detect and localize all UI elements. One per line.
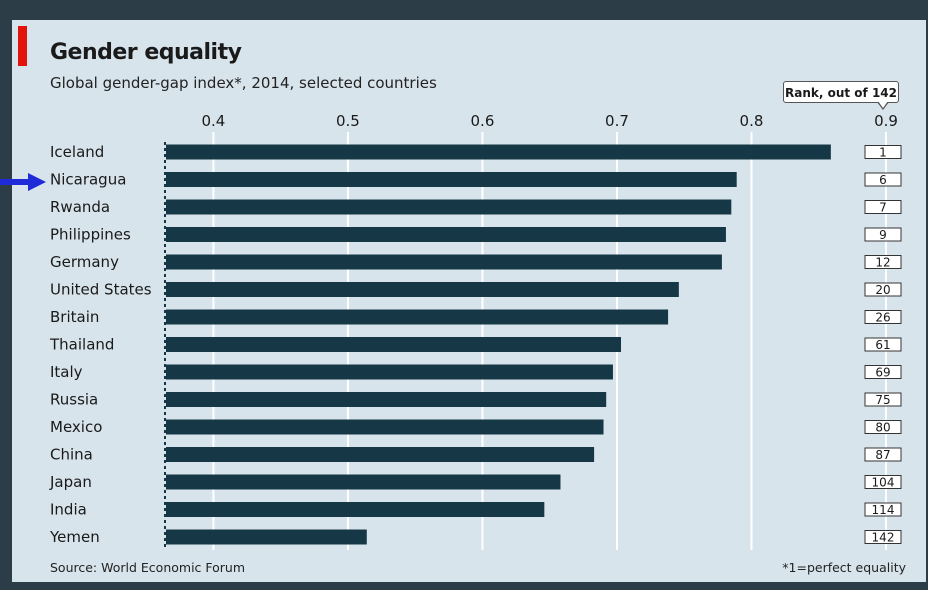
bar <box>166 364 613 380</box>
rank-label: 6 <box>879 173 887 187</box>
rank-box <box>864 475 902 489</box>
x-tick-label: 0.5 <box>336 112 360 130</box>
rank-label: 61 <box>875 338 890 352</box>
x-tick-label: 0.9 <box>874 112 898 130</box>
category-label: United States <box>50 281 152 299</box>
bar <box>166 337 622 352</box>
bar <box>166 199 732 215</box>
bar <box>166 502 545 517</box>
category-label: Russia <box>50 391 98 409</box>
rank-callout: Rank, out of 142 <box>783 81 899 103</box>
rank-label: 12 <box>875 256 890 270</box>
category-label: Philippines <box>50 226 131 244</box>
category-label: China <box>50 446 93 464</box>
category-label: Italy <box>50 363 83 381</box>
rank-label: 26 <box>875 311 890 325</box>
rank-box <box>864 310 902 324</box>
rank-box <box>864 530 902 544</box>
rank-box <box>864 420 902 434</box>
bar <box>166 309 669 325</box>
rank-label: 142 <box>872 531 895 545</box>
x-tick-label: 0.6 <box>471 112 495 130</box>
bar <box>166 447 595 462</box>
rank-box <box>864 392 902 407</box>
rank-label: 80 <box>875 421 890 435</box>
rank-box <box>864 502 902 517</box>
source-note: Source: World Economic Forum <box>50 560 246 575</box>
rank-label: 87 <box>875 448 890 462</box>
rank-box <box>864 200 902 214</box>
rank-label: 20 <box>875 283 890 297</box>
bar <box>166 419 604 435</box>
bar <box>166 392 607 407</box>
rank-box <box>864 145 902 159</box>
chart-panel: Gender equality Global gender-gap index*… <box>12 20 926 582</box>
rank-box <box>864 365 902 379</box>
category-label: Rwanda <box>50 198 110 216</box>
rank-box <box>864 255 902 269</box>
category-label: Thailand <box>49 336 114 354</box>
category-label: Mexico <box>50 418 102 436</box>
x-tick-label: 0.7 <box>605 112 629 130</box>
x-tick-label: 0.4 <box>201 112 225 130</box>
pointer-arrow-icon <box>0 173 46 191</box>
chart-title: Gender equality <box>50 40 242 65</box>
bar <box>166 172 737 187</box>
rank-label: 9 <box>879 228 887 242</box>
category-label: Germany <box>50 253 119 271</box>
bar-chart: 0.4 0.5 0.6 0.7 0.8 0.9 Iceland Nicaragua Rwanda… <box>49 112 902 550</box>
rank-box <box>864 227 902 242</box>
rank-label: 75 <box>875 393 890 407</box>
bar <box>166 144 831 160</box>
rank-box <box>864 447 902 462</box>
bar <box>166 282 679 297</box>
bar <box>166 529 367 545</box>
rank-box <box>864 172 902 187</box>
category-label: India <box>50 501 87 519</box>
rank-label: 104 <box>872 476 895 490</box>
rank-label: 7 <box>879 201 887 215</box>
bar <box>166 227 726 242</box>
category-label: Yemen <box>49 528 100 546</box>
rank-label: 114 <box>872 503 895 517</box>
bar <box>166 474 561 490</box>
category-label: Britain <box>50 308 99 326</box>
category-label: Iceland <box>50 143 104 161</box>
rank-box <box>864 282 902 297</box>
rank-label: 1 <box>879 146 887 160</box>
footnote: *1=perfect equality <box>782 560 906 575</box>
rank-box <box>864 337 902 352</box>
rank-callout-tail-inner <box>878 101 888 108</box>
category-label: Nicaragua <box>50 171 126 189</box>
x-tick-label: 0.8 <box>740 112 764 130</box>
chart-subtitle: Global gender-gap index*, 2014, selected… <box>50 74 437 92</box>
bar <box>166 254 722 270</box>
rank-label: 69 <box>875 366 890 380</box>
accent-bar <box>18 26 27 66</box>
category-label: Japan <box>49 473 92 491</box>
